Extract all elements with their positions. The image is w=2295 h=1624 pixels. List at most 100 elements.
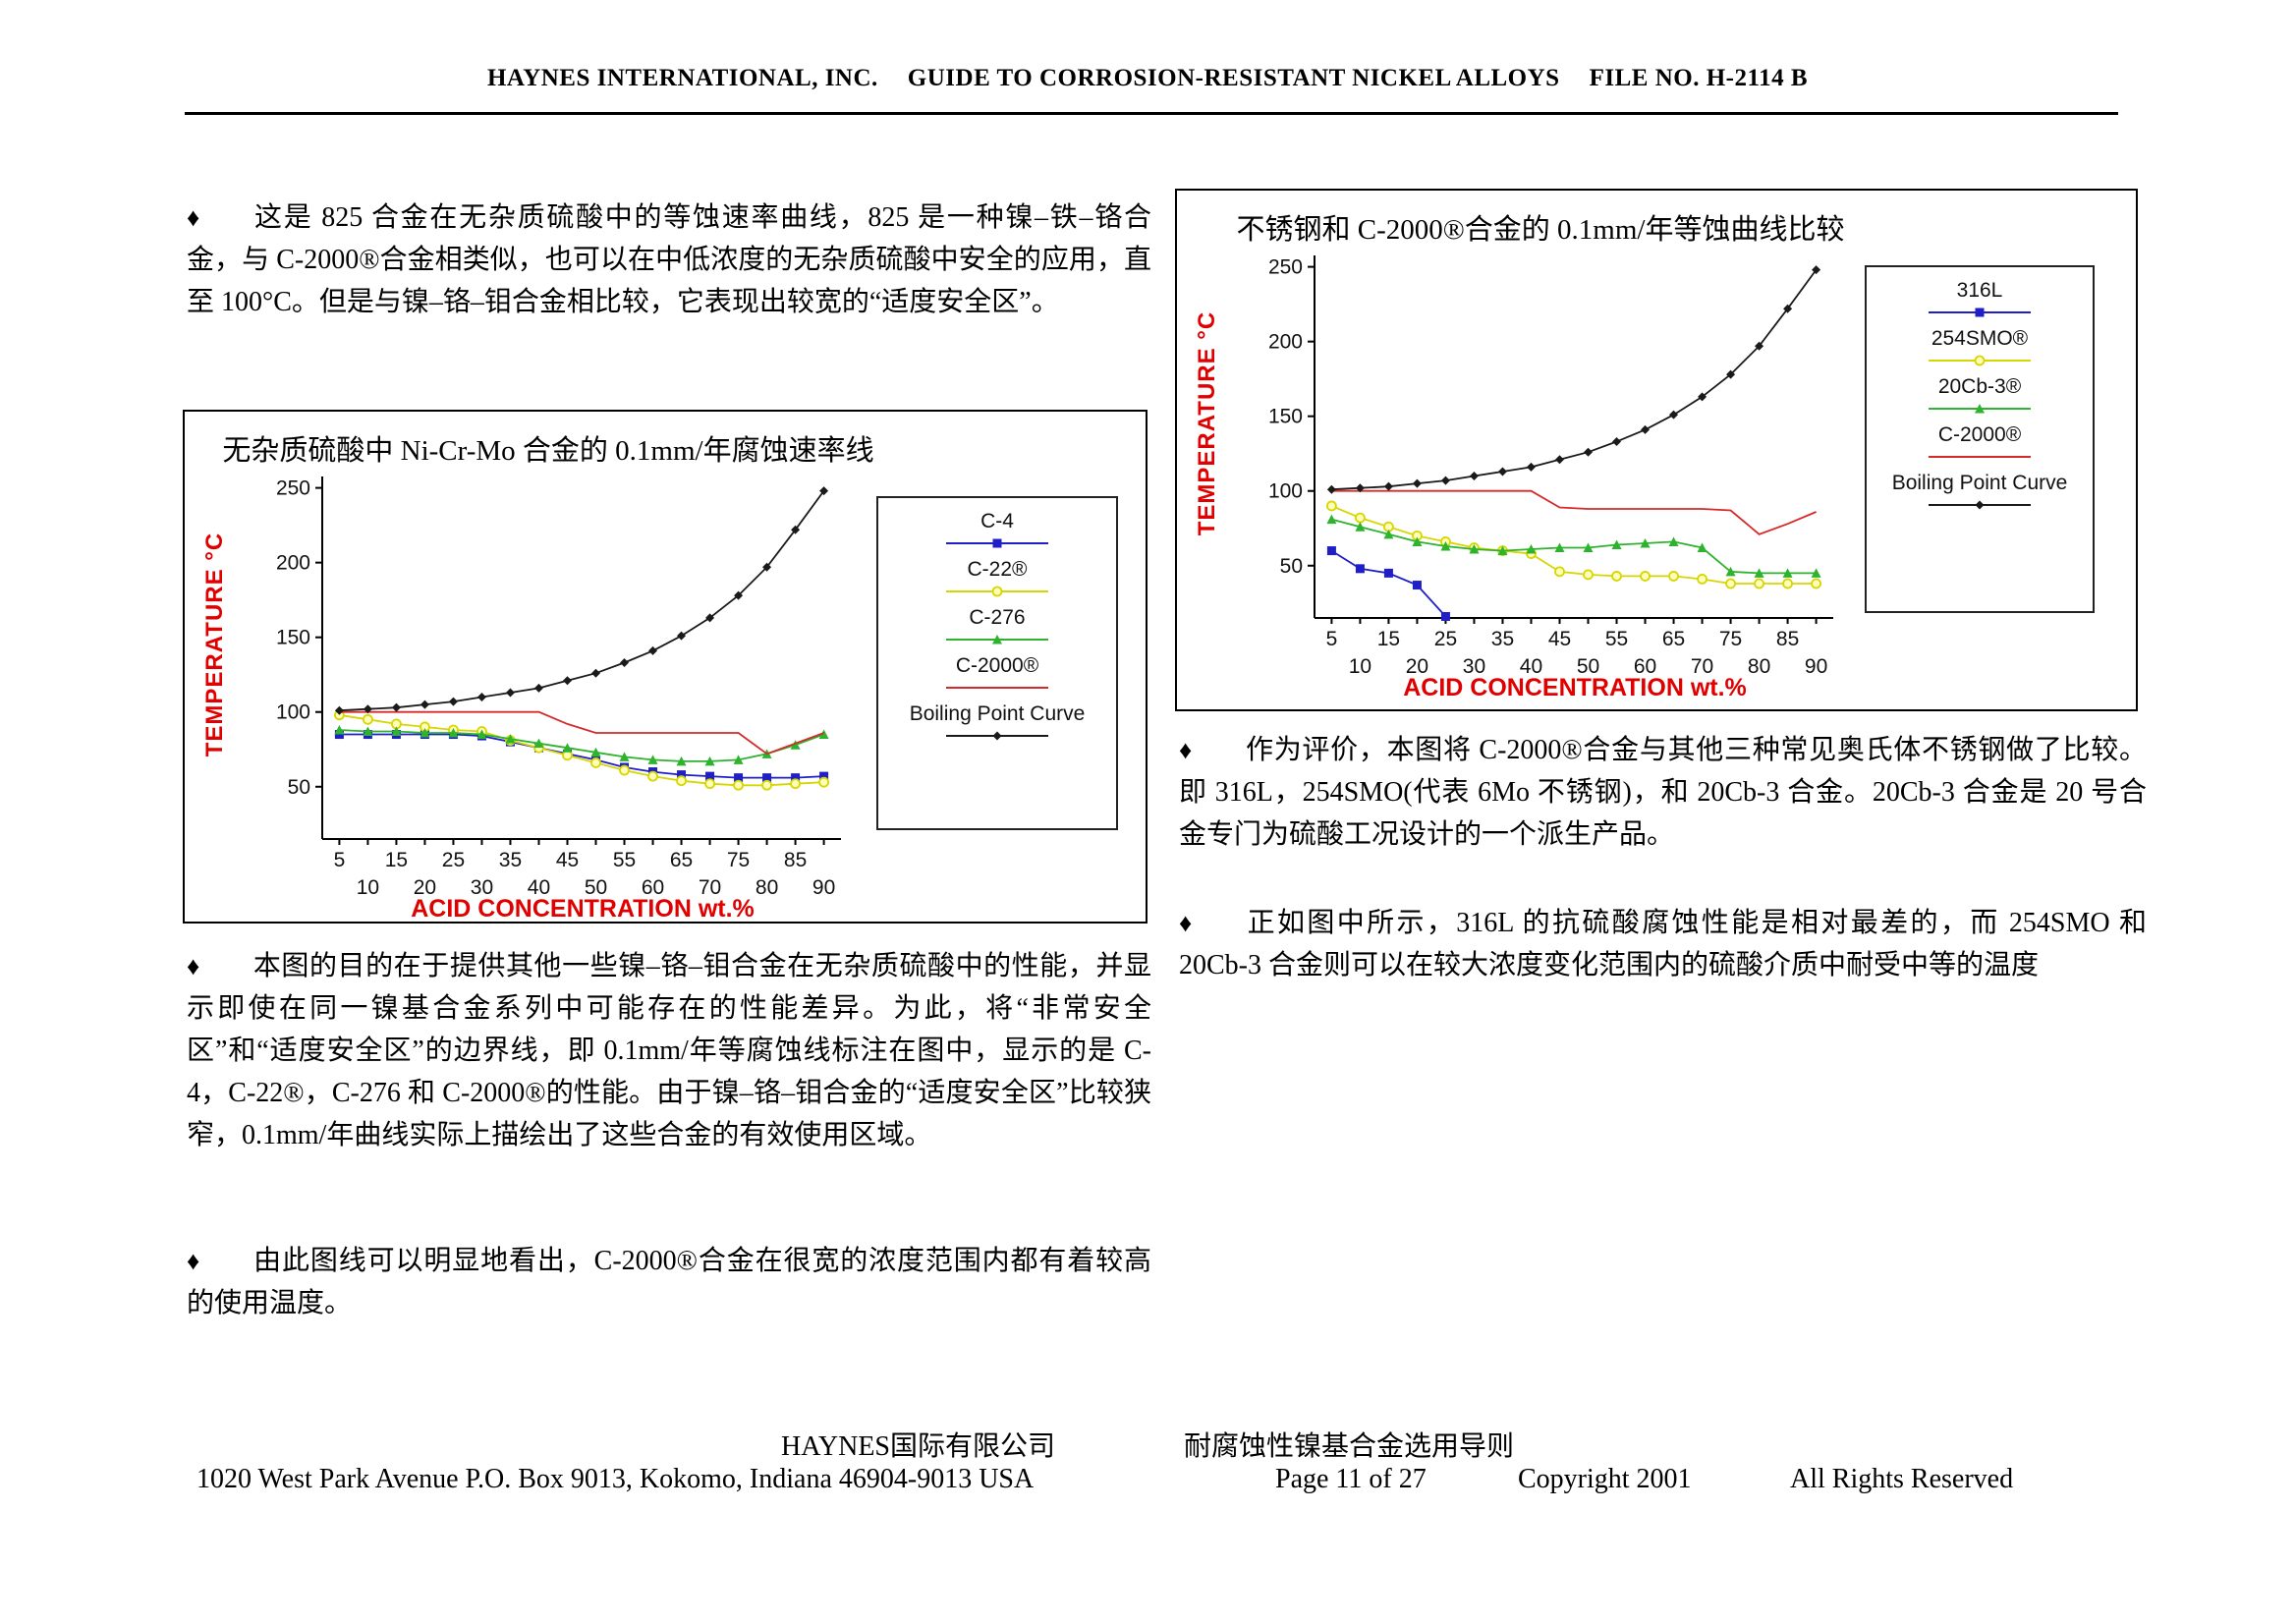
svg-text:25: 25	[1434, 628, 1457, 650]
svg-text:250: 250	[276, 477, 310, 500]
footer-doc-title-cn: 耐腐蚀性镍基合金选用导则	[1184, 1431, 1515, 1462]
svg-text:15: 15	[1377, 628, 1400, 650]
svg-text:10: 10	[357, 876, 379, 899]
svg-text:40: 40	[1520, 655, 1542, 678]
legend-entry: 254SMO®	[1921, 327, 2039, 368]
paragraph-chart1-purpose: ♦ 本图的目的在于提供其他一些镍–铬–钼合金在无杂质硫酸中的性能，并显示即使在同一…	[187, 945, 1151, 1156]
legend-entry: Boiling Point Curve	[1891, 472, 2068, 513]
svg-text:35: 35	[499, 849, 522, 871]
svg-text:50: 50	[1577, 655, 1599, 678]
legend-entry: C-2000®	[938, 654, 1056, 696]
paragraph-text: 正如图中所示，316L 的抗硫酸腐蚀性能是相对最差的，而 254SMO 和 20…	[1179, 908, 2147, 980]
footer-copyright: Copyright 2001	[1518, 1464, 1692, 1494]
paragraph-text: 本图的目的在于提供其他一些镍–铬–钼合金在无杂质硫酸中的性能，并显示即使在同一镍…	[187, 951, 1151, 1150]
svg-text:70: 70	[1691, 655, 1713, 678]
legend-label: C-22®	[967, 558, 1028, 581]
svg-text:10: 10	[1349, 655, 1371, 678]
svg-text:100: 100	[1268, 480, 1303, 503]
paragraph-text: 由此图线可以明显地看出，C-2000®合金在很宽的浓度范围内都有着较高的使用温度…	[187, 1246, 1151, 1318]
chart-stainless-box: 不锈钢和 C-2000®合金的 0.1mm/年等蚀曲线比较 TEMPERATUR…	[1175, 189, 2138, 711]
footer-company-cn: HAYNES国际有限公司	[781, 1431, 1055, 1462]
svg-text:150: 150	[276, 627, 310, 649]
legend-line-marker-icon	[946, 687, 1048, 689]
legend-label: 316L	[1956, 279, 2003, 302]
chart1-plot: 50 100 150 200 250 5 10 15 20 25 30 35 40 45 50 55 60 65 7…	[276, 476, 841, 899]
svg-text:60: 60	[1634, 655, 1656, 678]
chart2-title: 不锈钢和 C-2000®合金的 0.1mm/年等蚀曲线比较	[1236, 214, 1845, 246]
legend-line-marker-icon	[1929, 404, 2031, 414]
svg-text:45: 45	[1548, 628, 1571, 650]
svg-text:30: 30	[1463, 655, 1485, 678]
legend-label: Boiling Point Curve	[1891, 472, 2068, 494]
bullet-diamond-icon: ♦	[187, 1247, 200, 1275]
chart2-x-axis-label: ACID CONCENTRATION wt.%	[1403, 674, 1747, 701]
paragraph-text: 这是 825 合金在无杂质硫酸中的等蚀速率曲线，825 是一种镍–铁–铬合金，与…	[187, 202, 1151, 317]
svg-text:60: 60	[642, 876, 664, 899]
chart2-plot: 50 100 150 200 250 5 10 15 20 25 30 35 40 45 50 55 60 65 7…	[1268, 255, 1833, 678]
chart-nicrmo-box: 无杂质硫酸中 Ni-Cr-Mo 合金的 0.1mm/年腐蚀速率线 TEMPERA…	[183, 410, 1148, 924]
svg-text:200: 200	[276, 552, 310, 575]
svg-text:70: 70	[699, 876, 721, 899]
paragraph-text: 作为评价，本图将 C-2000®合金与其他三种常见奥氏体不锈钢做了比较。即 31…	[1179, 735, 2147, 850]
chart2-legend: 316L 254SMO® 20Cb-3® C-2000® Boiling Point C…	[1865, 265, 2095, 613]
svg-text:65: 65	[1662, 628, 1685, 650]
legend-label: 20Cb-3®	[1937, 375, 2022, 398]
legend-label: C-276	[969, 606, 1026, 629]
legend-line-marker-icon	[1929, 308, 2031, 317]
svg-text:90: 90	[812, 876, 835, 899]
svg-text:90: 90	[1805, 655, 1827, 678]
svg-text:250: 250	[1268, 256, 1303, 279]
legend-label: C-2000®	[1937, 423, 2022, 446]
svg-text:65: 65	[670, 849, 693, 871]
svg-text:100: 100	[276, 701, 310, 724]
paragraph-825-intro: ♦ 这是 825 合金在无杂质硫酸中的等蚀速率曲线，825 是一种镍–铁–铬合金，…	[187, 196, 1151, 323]
svg-text:75: 75	[727, 849, 750, 871]
paragraph-chart1-conclusion: ♦ 由此图线可以明显地看出，C-2000®合金在很宽的浓度范围内都有着较高的使用温…	[187, 1240, 1151, 1324]
svg-text:75: 75	[1719, 628, 1742, 650]
footer-page-number: Page 11 of 27	[1275, 1464, 1427, 1494]
svg-text:80: 80	[756, 876, 778, 899]
svg-text:40: 40	[528, 876, 550, 899]
legend-label: C-4	[980, 510, 1014, 532]
legend-entry: C-2000®	[1921, 423, 2039, 465]
svg-text:30: 30	[471, 876, 493, 899]
legend-line-marker-icon	[946, 731, 1048, 741]
svg-text:150: 150	[1268, 406, 1303, 428]
svg-text:25: 25	[442, 849, 465, 871]
header-doc-title: GUIDE TO CORROSION-RESISTANT NICKEL ALLO…	[907, 65, 1560, 91]
legend-entry: 316L	[1921, 279, 2039, 320]
svg-text:85: 85	[784, 849, 807, 871]
bullet-diamond-icon: ♦	[187, 952, 200, 980]
svg-text:55: 55	[613, 849, 636, 871]
legend-line-marker-icon	[1929, 355, 2031, 366]
chart1-y-axis-label: TEMPERATURE °C	[201, 532, 228, 757]
paragraph-stainless-conclusion: ♦ 正如图中所示，316L 的抗硫酸腐蚀性能是相对最差的，而 254SMO 和 2…	[1179, 902, 2147, 986]
legend-line-marker-icon	[1929, 456, 2031, 458]
legend-entry: C-22®	[938, 558, 1056, 599]
svg-text:20: 20	[1406, 655, 1428, 678]
svg-text:80: 80	[1748, 655, 1770, 678]
svg-text:50: 50	[585, 876, 607, 899]
footer-address: 1020 West Park Avenue P.O. Box 9013, Kok…	[196, 1464, 1035, 1494]
legend-entry: C-276	[938, 606, 1056, 647]
chart1-title: 无杂质硫酸中 Ni-Cr-Mo 合金的 0.1mm/年腐蚀速率线	[222, 435, 874, 467]
chart1-x-axis-label: ACID CONCENTRATION wt.%	[411, 895, 755, 923]
header-divider	[185, 112, 2118, 115]
paragraph-stainless-comparison: ♦ 作为评价，本图将 C-2000®合金与其他三种常见奥氏体不锈钢做了比较。即 3…	[1179, 729, 2147, 856]
svg-text:45: 45	[556, 849, 579, 871]
bullet-diamond-icon: ♦	[1179, 909, 1193, 937]
legend-line-marker-icon	[946, 635, 1048, 644]
legend-entry: 20Cb-3®	[1921, 375, 2039, 417]
legend-line-marker-icon	[946, 538, 1048, 548]
header-company: HAYNES INTERNATIONAL, INC.	[486, 65, 878, 91]
bullet-diamond-icon: ♦	[187, 203, 200, 232]
legend-label: 254SMO®	[1931, 327, 2029, 350]
legend-label: C-2000®	[955, 654, 1039, 677]
svg-text:35: 35	[1491, 628, 1514, 650]
svg-text:15: 15	[385, 849, 408, 871]
header-file-no: FILE NO. H-2114 B	[1589, 65, 1809, 91]
svg-text:5: 5	[1326, 628, 1338, 650]
legend-line-marker-icon	[1929, 500, 2031, 510]
svg-text:85: 85	[1776, 628, 1799, 650]
